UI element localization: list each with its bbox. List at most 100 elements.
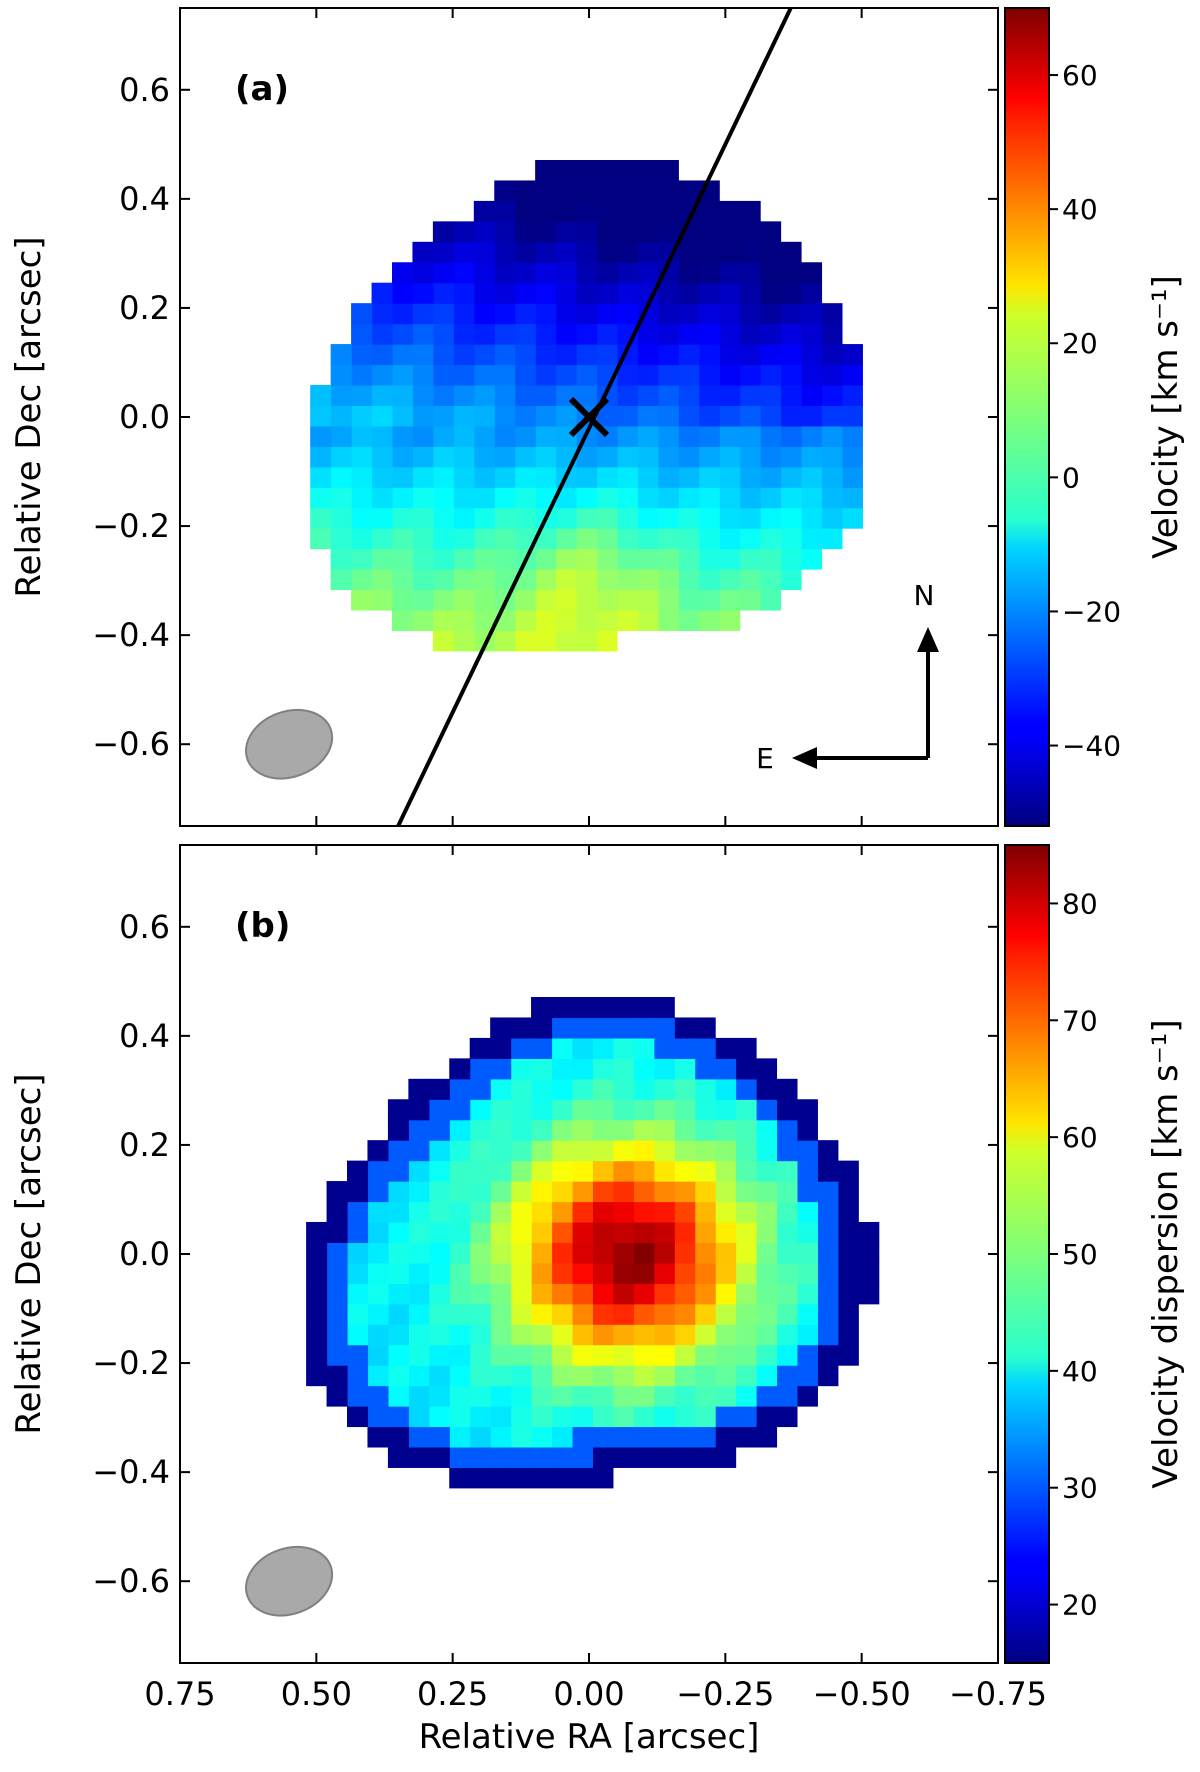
dispersion-pixel xyxy=(735,1406,757,1428)
dispersion-pixel xyxy=(306,1221,328,1244)
dispersion-pixel xyxy=(756,1140,778,1162)
velocity-pixel xyxy=(678,262,700,284)
dispersion-pixel xyxy=(367,1426,389,1448)
dispersion-pixel xyxy=(490,1406,512,1428)
dispersion-pixel xyxy=(469,1221,491,1244)
velocity-pixel xyxy=(739,466,761,488)
y-axis-label: Relative Dec [arcsec] xyxy=(9,236,49,597)
dispersion-pixel xyxy=(306,1365,328,1387)
dispersion-pixel xyxy=(756,1099,778,1121)
dispersion-pixel xyxy=(551,1221,573,1244)
velocity-pixel xyxy=(412,262,434,284)
dispersion-pixel xyxy=(776,1344,798,1366)
dispersion-pixel xyxy=(428,1324,450,1346)
velocity-pixel xyxy=(780,405,802,427)
dispersion-pixel xyxy=(612,1344,634,1366)
velocity-pixel xyxy=(657,200,679,222)
axis-ticks: 0.75 0.50 0.25 0.00 −0.25 −0.50 −0.75 −0.6 −0.4 −… xyxy=(92,845,1047,1713)
velocity-pixel xyxy=(576,282,598,304)
colorbar-ticks: 20 30 40 50 60 70 80 xyxy=(1049,887,1098,1622)
dispersion-pixel xyxy=(367,1365,389,1387)
dispersion-pixel xyxy=(653,1037,675,1059)
velocity-pixel xyxy=(432,344,454,366)
dispersion-pixel xyxy=(674,1385,696,1407)
velocity-pixel xyxy=(391,323,414,345)
velocity-pixel xyxy=(698,262,720,284)
velocity-pixel xyxy=(657,487,679,509)
dispersion-pixel xyxy=(408,1324,430,1346)
y-tick-label: −0.2 xyxy=(92,1344,170,1382)
dispersion-pixel xyxy=(796,1242,818,1264)
beam-ellipse xyxy=(244,1545,334,1617)
velocity-pixel xyxy=(780,569,802,591)
velocity-pixel xyxy=(800,262,823,284)
dispersion-pixel xyxy=(837,1160,859,1182)
dispersion-pixel xyxy=(449,1181,471,1203)
dispersion-pixel xyxy=(531,1181,553,1203)
dispersion-pixel xyxy=(367,1324,389,1346)
velocity-pixel xyxy=(432,282,454,304)
dispersion-pixel xyxy=(592,1446,614,1468)
dispersion-pixel xyxy=(551,1283,573,1305)
dispersion-pixel xyxy=(449,1140,471,1162)
velocity-pixel xyxy=(494,262,516,284)
dispersion-pixel xyxy=(653,1283,675,1305)
dispersion-pixel xyxy=(387,1406,409,1428)
dispersion-pixel xyxy=(592,997,614,1019)
dispersion-pixel xyxy=(653,1365,675,1387)
center-cross-marker xyxy=(568,396,610,438)
dispersion-pixel xyxy=(326,1283,348,1305)
dispersion-pixel xyxy=(469,1446,491,1468)
velocity-pixel xyxy=(698,507,720,529)
velocity-pixel xyxy=(739,303,761,325)
dispersion-pixel xyxy=(428,1283,450,1305)
velocity-pixel xyxy=(412,487,434,509)
dispersion-pixel xyxy=(571,1181,594,1203)
velocity-pixel xyxy=(800,528,823,550)
dispersion-pixel xyxy=(347,1406,369,1428)
dispersion-pixel xyxy=(531,1058,553,1080)
dispersion-pixel xyxy=(510,1160,532,1182)
dispersion-pixel xyxy=(449,1303,471,1325)
panel-a: −0.6 −0.4 −0.2 0.0 0.2 0.4 0.6 (a) Relative De… xyxy=(9,7,1186,827)
dispersion-pixel xyxy=(817,1303,839,1325)
dispersion-pixel xyxy=(674,1017,696,1039)
velocity-pixel xyxy=(739,364,761,386)
velocity-pixel xyxy=(800,405,823,427)
velocity-pixel xyxy=(596,630,618,652)
velocity-pixel xyxy=(780,507,802,529)
dispersion-pixel xyxy=(449,1446,471,1468)
dispersion-pixel xyxy=(326,1365,348,1387)
dispersion-pixel xyxy=(490,1221,512,1244)
velocity-pixel xyxy=(760,466,782,488)
velocity-pixel xyxy=(473,609,495,631)
dispersion-pixel xyxy=(694,1344,716,1366)
dispersion-pixel xyxy=(490,1058,512,1080)
dispersion-pixel xyxy=(428,1262,450,1284)
dispersion-pixel xyxy=(449,1058,471,1080)
velocity-pixel xyxy=(637,528,659,550)
dispersion-pixel xyxy=(715,1283,737,1305)
velocity-pixel xyxy=(596,282,618,304)
dispersion-pixel xyxy=(367,1406,389,1428)
dispersion-pixel xyxy=(531,1099,553,1121)
y-tick-label: 0.4 xyxy=(119,180,170,218)
dispersion-pixel xyxy=(715,1058,737,1080)
y-tick-label: −0.4 xyxy=(92,1453,170,1491)
panel-label: (a) xyxy=(235,69,289,109)
dispersion-pixel xyxy=(490,1242,512,1264)
velocity-pixel xyxy=(514,446,536,468)
velocity-pixel xyxy=(412,303,434,325)
dispersion-pixel xyxy=(551,1181,573,1203)
dispersion-pixel xyxy=(531,1017,553,1039)
dispersion-pixel xyxy=(551,1119,573,1141)
dispersion-pixel xyxy=(612,1119,634,1141)
velocity-pixel xyxy=(657,344,679,366)
dispersion-pixel xyxy=(387,1242,409,1264)
velocity-pixel xyxy=(637,589,659,611)
velocity-pixel xyxy=(616,364,638,386)
velocity-pixel xyxy=(739,200,761,222)
velocity-pixel xyxy=(371,364,393,386)
dispersion-pixel xyxy=(571,1221,594,1244)
dispersion-pixel xyxy=(776,1221,798,1244)
